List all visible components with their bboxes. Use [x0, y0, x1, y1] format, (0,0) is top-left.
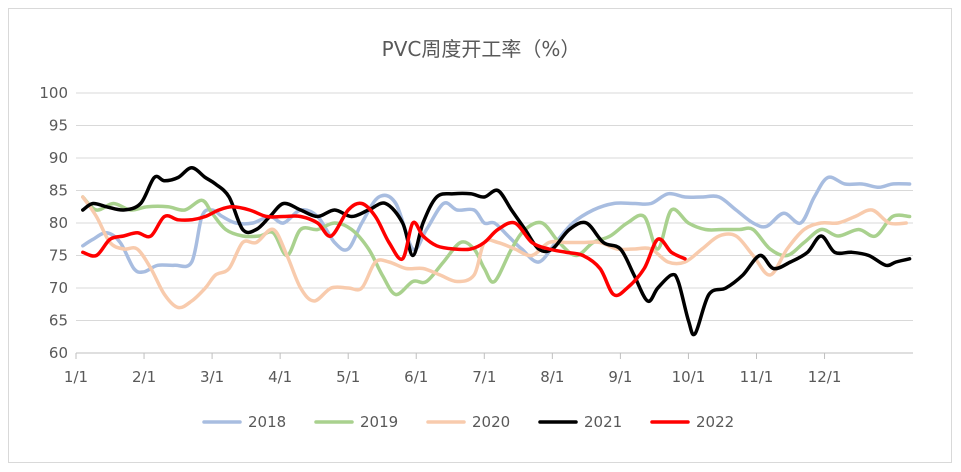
pvc-line-chart: PVC周度开工率（%） 60 65 70 75 80 85 90 95 100 1/1 2/1 3/… — [39, 37, 913, 431]
x-tick-label: 12/1 — [808, 368, 842, 386]
x-tick-label: 4/1 — [268, 368, 292, 386]
x-tick-label: 1/1 — [64, 368, 88, 386]
x-tick-label: 3/1 — [200, 368, 224, 386]
x-tick-label: 9/1 — [608, 368, 632, 386]
y-tick-label: 80 — [49, 214, 68, 232]
x-tick-label: 7/1 — [472, 368, 496, 386]
x-tick-label: 2/1 — [132, 368, 156, 386]
y-tick-label: 95 — [49, 117, 68, 135]
x-tick-label: 6/1 — [404, 368, 428, 386]
y-tick-label: 60 — [49, 344, 68, 362]
chart-frame: PVC周度开工率（%） 60 65 70 75 80 85 90 95 100 1/1 2/1 3/… — [8, 8, 952, 463]
series-line-2019 — [81, 195, 912, 297]
y-axis-ticks: 60 65 70 75 80 85 90 95 100 — [39, 84, 68, 362]
y-tick-label: 70 — [49, 279, 68, 297]
chart-title: PVC周度开工率（%） — [382, 37, 581, 61]
x-tick-label: 8/1 — [540, 368, 564, 386]
x-axis: 1/1 2/1 3/1 4/1 5/1 6/1 7/1 8/1 9/1 10/1 11/1 12/1 — [64, 352, 913, 386]
legend-label-2021: 2021 — [584, 413, 622, 431]
legend-label-2022: 2022 — [696, 413, 734, 431]
series-line-2022 — [81, 201, 687, 298]
y-tick-label: 85 — [49, 182, 68, 200]
legend-label-2020: 2020 — [472, 413, 510, 431]
series-line-2020 — [81, 195, 908, 310]
legend-label-2019: 2019 — [360, 413, 398, 431]
y-tick-label: 90 — [49, 149, 68, 167]
y-tick-label: 65 — [49, 312, 68, 330]
series-line-2021 — [81, 166, 912, 337]
legend-label-2018: 2018 — [248, 413, 286, 431]
x-tick-label: 11/1 — [740, 368, 774, 386]
x-tick-label: 10/1 — [672, 368, 706, 386]
series-lines — [81, 166, 912, 337]
x-tick-label: 5/1 — [336, 368, 360, 386]
legend: 2018 2019 2020 2021 2022 — [202, 413, 734, 431]
y-tick-label: 100 — [39, 84, 68, 102]
y-tick-label: 75 — [49, 247, 68, 265]
